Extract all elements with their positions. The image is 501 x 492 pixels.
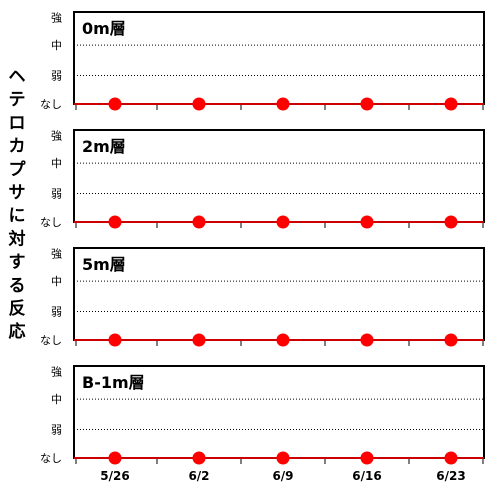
y-tick-label: なし [40, 452, 62, 465]
data-point [360, 215, 374, 229]
data-point [444, 97, 458, 111]
data-point [276, 215, 290, 229]
data-point [108, 215, 122, 229]
y-axis-label: ヘテロカプサに対する反応 [8, 67, 27, 342]
y-tick-label: 中 [51, 275, 62, 288]
y-tick-label: 強 [51, 12, 62, 25]
y-axis-title-char: カ [9, 137, 26, 157]
panel-title: 0m層 [82, 19, 126, 38]
data-point [276, 333, 290, 347]
y-axis-title-char: ロ [9, 113, 26, 133]
data-point [108, 451, 122, 465]
y-axis-title: ヘテロカプサに対する反応 [8, 67, 27, 342]
y-tick-label: 弱 [51, 423, 62, 436]
y-tick-label: 弱 [51, 187, 62, 200]
y-axis-title-char: る [9, 276, 26, 296]
chart-panel: なし 弱 中 強 2m層 [40, 129, 485, 229]
data-point [360, 451, 374, 465]
data-point [192, 215, 206, 229]
chart-panel: なし 弱 中 強 0m層 [40, 11, 485, 111]
panel-title: B-1m層 [82, 373, 145, 392]
y-tick-label: 強 [51, 130, 62, 143]
y-tick-label: 中 [51, 393, 62, 406]
y-axis-title-char: 反 [9, 299, 26, 319]
y-tick-label: なし [40, 98, 62, 111]
y-axis-title-char: に [9, 206, 26, 226]
panel-frame [73, 11, 485, 105]
data-point [276, 97, 290, 111]
panel-frame [73, 129, 485, 223]
y-tick-label: 強 [51, 248, 62, 261]
data-point [192, 333, 206, 347]
y-axis-title-char: す [9, 253, 26, 273]
y-tick-label: なし [40, 334, 62, 347]
y-tick-label: 強 [51, 366, 62, 379]
data-point [192, 97, 206, 111]
panel-frame [73, 247, 485, 341]
x-axis: 5/26 6/2 6/9 6/16 6/23 [100, 469, 465, 483]
data-point [108, 97, 122, 111]
panel-title: 2m層 [82, 137, 126, 156]
chart-panel: なし 弱 中 強 5m層 [40, 247, 485, 347]
x-tick-label: 6/23 [436, 469, 465, 483]
data-point [444, 333, 458, 347]
y-axis-title-char: テ [9, 90, 26, 110]
data-point [108, 333, 122, 347]
data-point [360, 333, 374, 347]
y-tick-label: 中 [51, 39, 62, 52]
data-point [444, 215, 458, 229]
y-axis-title-char: ヘ [9, 67, 26, 87]
data-point [276, 451, 290, 465]
x-tick-label: 5/26 [100, 469, 129, 483]
y-axis-title-char: サ [9, 183, 26, 203]
y-axis-title-char: 対 [8, 228, 26, 249]
data-point [444, 451, 458, 465]
y-axis-title-char: 応 [9, 321, 26, 342]
chart-panel: なし 弱 中 強 B-1m層 [40, 365, 485, 465]
x-tick-label: 6/9 [272, 469, 293, 483]
data-point [360, 97, 374, 111]
data-point [192, 451, 206, 465]
panel-title: 5m層 [82, 255, 126, 274]
y-tick-label: 弱 [51, 69, 62, 82]
y-tick-label: 弱 [51, 305, 62, 318]
y-tick-label: 中 [51, 157, 62, 170]
x-tick-label: 6/16 [352, 469, 381, 483]
y-axis-title-char: プ [9, 159, 27, 180]
x-tick-label: 6/2 [188, 469, 209, 483]
y-tick-label: なし [40, 216, 62, 229]
